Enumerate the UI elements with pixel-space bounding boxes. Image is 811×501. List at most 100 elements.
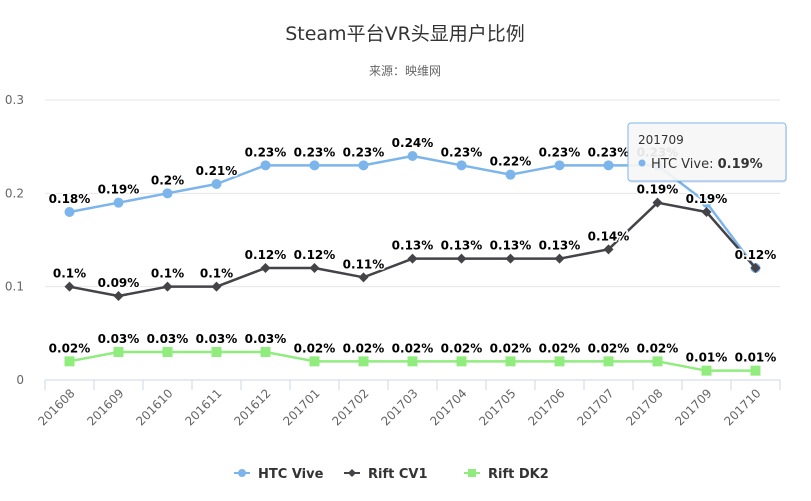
data-label: 0.13%	[539, 239, 581, 253]
data-point[interactable]	[554, 160, 565, 171]
data-label: 0.2%	[151, 173, 184, 187]
data-label: 0.02%	[294, 341, 336, 355]
tooltip-value-line: HTC Vive: 0.19%	[651, 157, 763, 172]
y-tick-label: 0	[16, 373, 24, 387]
x-axis: 201608 201609 201610 201611 201612 201701 2017…	[35, 379, 781, 429]
data-label: 0.02%	[441, 341, 483, 355]
chart-title: Steam平台VR头显用户比例	[285, 23, 525, 45]
data-point[interactable]	[505, 356, 516, 367]
data-point[interactable]	[701, 197, 712, 208]
data-label: 0.02%	[588, 341, 630, 355]
data-point[interactable]	[407, 253, 418, 264]
data-point[interactable]	[554, 356, 565, 367]
data-label: 0.13%	[392, 239, 434, 253]
legend-item[interactable]: HTC Vive	[234, 467, 324, 482]
data-label: 0.02%	[343, 341, 385, 355]
data-point[interactable]	[211, 281, 222, 292]
data-label: 0.19%	[686, 192, 728, 206]
data-point[interactable]	[603, 244, 614, 255]
data-label: 0.1%	[53, 267, 86, 281]
data-point[interactable]	[701, 365, 712, 376]
data-point[interactable]	[603, 160, 614, 171]
data-point[interactable]	[211, 179, 222, 189]
data-label: 0.02%	[490, 341, 532, 355]
series-layer	[64, 151, 761, 376]
data-point[interactable]	[260, 160, 271, 171]
legend-label: Rift CV1	[368, 467, 428, 482]
data-label: 0.19%	[637, 183, 679, 197]
legend-item[interactable]: Rift CV1	[344, 467, 428, 482]
data-point[interactable]	[309, 356, 320, 367]
data-point[interactable]	[750, 365, 761, 376]
data-point[interactable]	[456, 160, 467, 171]
x-tick-label: 201705	[476, 386, 518, 428]
legend-label: Rift DK2	[488, 467, 549, 482]
data-label: 0.02%	[539, 341, 581, 355]
data-label: 0.09%	[98, 276, 140, 290]
data-point[interactable]	[113, 347, 124, 357]
data-point[interactable]	[652, 356, 663, 367]
data-point[interactable]	[505, 169, 516, 180]
data-point[interactable]	[64, 281, 75, 292]
data-label: 0.02%	[637, 341, 679, 355]
data-label: 0.21%	[196, 164, 238, 178]
data-point[interactable]	[64, 356, 75, 367]
data-label: 0.12%	[245, 248, 287, 262]
data-point[interactable]	[309, 263, 320, 273]
data-point[interactable]	[358, 160, 369, 171]
data-label: 0.03%	[98, 332, 140, 346]
data-point[interactable]	[162, 347, 173, 357]
data-point[interactable]	[64, 207, 75, 217]
data-point[interactable]	[603, 356, 614, 367]
data-point[interactable]	[309, 160, 320, 171]
data-point[interactable]	[505, 253, 516, 264]
data-point[interactable]	[260, 347, 271, 357]
data-label: 0.14%	[588, 229, 630, 243]
data-label: 0.23%	[245, 145, 287, 159]
x-tick-label: 201702	[329, 386, 371, 428]
y-axis: 0 0.1 0.2 0.3	[5, 93, 24, 387]
x-tick-label: 201610	[133, 386, 175, 428]
data-label: 0.24%	[392, 136, 434, 150]
data-point[interactable]	[407, 151, 418, 161]
data-label: 0.19%	[98, 183, 140, 197]
data-point[interactable]	[211, 347, 222, 357]
x-tick-label: 201701	[280, 386, 322, 428]
data-point[interactable]	[260, 263, 271, 273]
data-label: 0.13%	[490, 239, 532, 253]
y-tick-label: 0.3	[5, 93, 24, 107]
data-label: 0.23%	[539, 145, 581, 159]
data-label: 0.02%	[49, 341, 91, 355]
data-point[interactable]	[358, 356, 369, 367]
legend-marker	[348, 469, 356, 477]
data-label: 0.03%	[196, 332, 238, 346]
tooltip-category: 201709	[638, 133, 684, 147]
data-point[interactable]	[456, 356, 467, 367]
data-point[interactable]	[652, 197, 663, 208]
data-point[interactable]	[701, 207, 712, 217]
y-tick-label: 0.1	[5, 280, 24, 294]
data-point[interactable]	[750, 263, 761, 273]
data-point[interactable]	[162, 281, 173, 292]
data-point[interactable]	[554, 253, 565, 264]
data-point[interactable]	[113, 197, 124, 208]
data-point[interactable]	[113, 291, 124, 301]
legend-marker	[468, 469, 476, 477]
data-point[interactable]	[407, 356, 418, 367]
x-tick-label: 201708	[623, 386, 665, 428]
data-label: 0.11%	[343, 257, 385, 271]
data-label: 0.1%	[200, 267, 233, 281]
x-tick-label: 201612	[231, 386, 273, 428]
data-point[interactable]	[456, 253, 467, 264]
legend-item[interactable]: Rift DK2	[464, 467, 549, 482]
data-labels: 0.18% 0.19% 0.2% 0.21% 0.23% 0.23% 0.23% 0.24% 0…	[47, 135, 778, 367]
data-point[interactable]	[162, 188, 173, 199]
data-point[interactable]	[358, 272, 369, 283]
data-label: 0.23%	[343, 145, 385, 159]
data-label: 0.18%	[49, 192, 91, 206]
data-label: 0.12%	[735, 248, 777, 262]
data-label: 0.23%	[294, 145, 336, 159]
x-tick-label: 201608	[35, 386, 77, 428]
legend-label: HTC Vive	[258, 467, 324, 482]
